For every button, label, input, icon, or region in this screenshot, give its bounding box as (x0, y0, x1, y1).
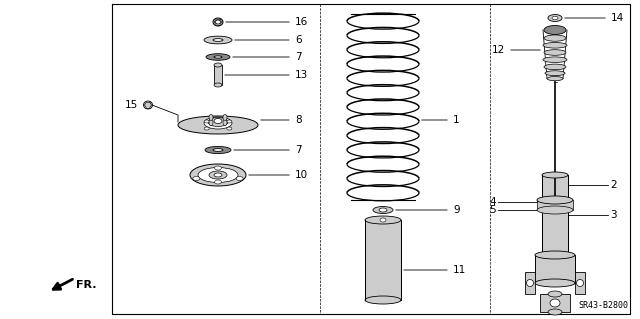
FancyBboxPatch shape (214, 65, 222, 85)
Ellipse shape (227, 120, 232, 123)
Ellipse shape (373, 206, 393, 213)
Ellipse shape (542, 172, 568, 178)
Text: FR.: FR. (76, 280, 97, 290)
Ellipse shape (213, 18, 223, 26)
Ellipse shape (223, 120, 227, 126)
Text: 3: 3 (610, 210, 616, 220)
Text: SR43-B2800: SR43-B2800 (578, 301, 628, 310)
Ellipse shape (204, 120, 209, 123)
Text: 1: 1 (453, 115, 460, 125)
FancyBboxPatch shape (542, 175, 568, 255)
Ellipse shape (544, 50, 566, 55)
Text: 2: 2 (610, 180, 616, 190)
Ellipse shape (209, 120, 213, 126)
Text: 16: 16 (295, 17, 308, 27)
Text: 7: 7 (295, 145, 301, 155)
Ellipse shape (204, 117, 232, 129)
Ellipse shape (547, 77, 563, 81)
FancyBboxPatch shape (537, 200, 573, 210)
Ellipse shape (379, 208, 387, 212)
Ellipse shape (214, 173, 222, 177)
Text: 13: 13 (295, 70, 308, 80)
Ellipse shape (527, 279, 534, 286)
Text: 10: 10 (295, 170, 308, 180)
Ellipse shape (535, 251, 575, 259)
Ellipse shape (535, 279, 575, 287)
Text: 7: 7 (295, 52, 301, 62)
Ellipse shape (214, 118, 222, 123)
Ellipse shape (209, 115, 213, 120)
Ellipse shape (548, 291, 562, 297)
Ellipse shape (143, 101, 152, 109)
Ellipse shape (198, 167, 238, 182)
Text: 15: 15 (125, 100, 138, 110)
Ellipse shape (552, 16, 558, 20)
Ellipse shape (178, 116, 258, 134)
Ellipse shape (548, 309, 562, 315)
Text: 12: 12 (492, 45, 505, 55)
Ellipse shape (209, 171, 227, 179)
Ellipse shape (204, 36, 232, 44)
Ellipse shape (216, 20, 221, 24)
Ellipse shape (537, 206, 573, 214)
Ellipse shape (544, 35, 566, 41)
Ellipse shape (548, 14, 562, 21)
Ellipse shape (542, 252, 568, 258)
Text: 14: 14 (611, 13, 624, 23)
Ellipse shape (206, 54, 230, 60)
Ellipse shape (214, 180, 221, 184)
Ellipse shape (214, 63, 222, 67)
FancyBboxPatch shape (575, 272, 585, 294)
Ellipse shape (365, 296, 401, 304)
Ellipse shape (205, 146, 231, 153)
FancyBboxPatch shape (365, 220, 401, 300)
Ellipse shape (380, 218, 386, 222)
Text: 6: 6 (295, 35, 301, 45)
Ellipse shape (544, 64, 566, 70)
Text: 5: 5 (490, 205, 496, 215)
Ellipse shape (227, 127, 232, 130)
Ellipse shape (190, 164, 246, 186)
Ellipse shape (214, 56, 222, 58)
Ellipse shape (543, 42, 567, 48)
Ellipse shape (543, 57, 567, 63)
FancyBboxPatch shape (540, 294, 570, 312)
Ellipse shape (365, 216, 401, 224)
Text: 9: 9 (453, 205, 460, 215)
Ellipse shape (537, 196, 573, 204)
Ellipse shape (214, 83, 222, 87)
Ellipse shape (577, 279, 584, 286)
Text: 8: 8 (295, 115, 301, 125)
FancyBboxPatch shape (535, 255, 575, 283)
Ellipse shape (545, 71, 565, 76)
Ellipse shape (550, 299, 560, 307)
Ellipse shape (223, 115, 227, 120)
Text: 4: 4 (490, 197, 496, 207)
Ellipse shape (193, 176, 200, 181)
Ellipse shape (544, 26, 566, 34)
FancyBboxPatch shape (525, 272, 535, 294)
Ellipse shape (208, 117, 228, 127)
Ellipse shape (204, 127, 209, 130)
Ellipse shape (236, 176, 243, 181)
Text: 11: 11 (453, 265, 467, 275)
Ellipse shape (213, 149, 223, 152)
Ellipse shape (213, 39, 223, 41)
Ellipse shape (214, 166, 221, 170)
